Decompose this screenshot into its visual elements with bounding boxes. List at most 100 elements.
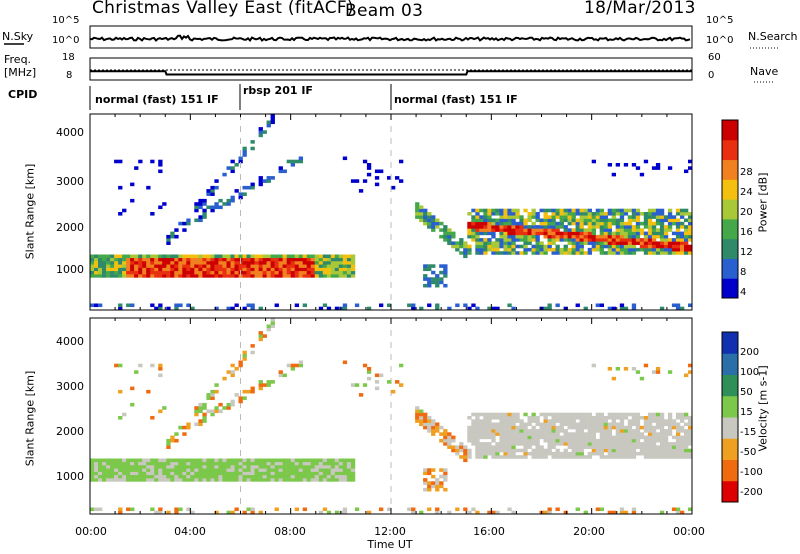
power-cell xyxy=(551,251,556,255)
power-cell xyxy=(338,261,344,265)
power-cell xyxy=(563,215,568,219)
power-cell xyxy=(551,241,556,245)
power-cell xyxy=(342,156,348,161)
velocity-cell xyxy=(238,478,243,482)
velocity-cell xyxy=(543,412,548,417)
velocity-cell xyxy=(318,510,324,515)
power-cell xyxy=(415,208,420,213)
velocity-cell xyxy=(607,367,613,371)
velocity-cell xyxy=(479,442,484,446)
velocity-cell xyxy=(302,474,308,479)
power-cell xyxy=(210,270,215,275)
power-cell xyxy=(278,274,283,278)
velocity-cell xyxy=(258,380,263,384)
velocity-cell xyxy=(587,451,593,456)
power-cell xyxy=(190,261,195,265)
power-cell xyxy=(647,231,653,236)
power-cell xyxy=(671,218,677,223)
power-cell xyxy=(443,264,448,268)
velocity-cell xyxy=(619,435,625,440)
power-cell xyxy=(519,218,524,223)
velocity-cell xyxy=(591,432,597,436)
velocity-ytick-4000: 4000 xyxy=(56,335,84,348)
velocity-cell xyxy=(623,435,629,440)
velocity-cell xyxy=(519,455,524,459)
velocity-cell xyxy=(198,458,203,463)
power-cell xyxy=(399,159,404,164)
power-cell xyxy=(182,270,187,275)
velocity-cell xyxy=(302,465,308,469)
velocity-cell xyxy=(314,468,320,472)
velocity-cell xyxy=(495,422,500,427)
power-cell xyxy=(495,241,500,245)
velocity-cell xyxy=(194,468,199,472)
velocity-cell xyxy=(158,373,163,378)
velocity-cell xyxy=(491,451,496,456)
velocity-cell xyxy=(294,471,300,476)
power-cell xyxy=(555,238,560,242)
power-cell xyxy=(655,215,661,219)
velocity-cell xyxy=(555,432,560,436)
power-cell xyxy=(563,228,568,232)
velocity-cell xyxy=(631,412,637,417)
power-cell xyxy=(599,251,605,255)
velocity-cell xyxy=(659,510,665,515)
power-cell xyxy=(110,257,115,262)
velocity-cell xyxy=(459,448,464,453)
power-cell xyxy=(218,270,223,275)
velocity-cell xyxy=(278,458,283,463)
power-cell xyxy=(142,264,147,268)
velocity-cell xyxy=(158,471,163,476)
velocity-cell xyxy=(395,380,400,384)
power-cell xyxy=(471,303,476,308)
power-cell xyxy=(350,274,356,278)
power-cell xyxy=(575,212,580,216)
velocity-cell xyxy=(306,471,312,476)
velocity-cell xyxy=(539,445,544,449)
power-cell xyxy=(210,264,215,268)
velocity-cell xyxy=(114,474,119,479)
power-cell xyxy=(154,257,159,262)
power-cell xyxy=(635,231,641,236)
velocity-cell xyxy=(318,474,324,479)
power-cell xyxy=(579,228,584,232)
velocity-cell xyxy=(507,448,512,453)
velocity-cell xyxy=(643,429,649,433)
power-cell xyxy=(643,225,649,229)
power-cell xyxy=(499,225,504,229)
power-cell xyxy=(591,221,597,226)
power-cell xyxy=(571,247,576,252)
velocity-cell xyxy=(150,461,155,466)
power-cell xyxy=(250,146,255,151)
power-cell xyxy=(595,215,601,219)
power-cell xyxy=(491,225,496,229)
velocity-cell xyxy=(675,429,681,433)
power-cell xyxy=(294,303,300,308)
velocity-cell xyxy=(443,438,448,443)
velocity-cell xyxy=(635,432,641,436)
power-cell xyxy=(675,306,681,311)
velocity-cell xyxy=(226,461,231,466)
power-cell xyxy=(194,257,199,262)
velocity-cell xyxy=(242,468,247,472)
velocity-cell xyxy=(150,474,155,479)
power-cell xyxy=(523,247,528,252)
power-cell xyxy=(527,231,532,236)
power-cell xyxy=(611,251,617,255)
velocity-cell xyxy=(684,445,689,449)
power-cell xyxy=(623,231,629,236)
velocity-cell xyxy=(599,419,605,423)
power-cell xyxy=(158,261,163,265)
nave-tick-bottom: 0 xyxy=(708,70,715,81)
velocity-cell xyxy=(623,455,629,459)
velocity-cell xyxy=(659,425,665,430)
power-cell xyxy=(479,221,484,226)
velocity-cell xyxy=(222,458,227,463)
power-cell xyxy=(675,238,681,242)
power-cell xyxy=(527,225,532,229)
power-cell xyxy=(475,234,480,239)
power-cell xyxy=(242,257,247,262)
velocity-cell xyxy=(639,376,645,381)
velocity-cell xyxy=(607,429,613,433)
velocity-cell xyxy=(627,438,633,443)
